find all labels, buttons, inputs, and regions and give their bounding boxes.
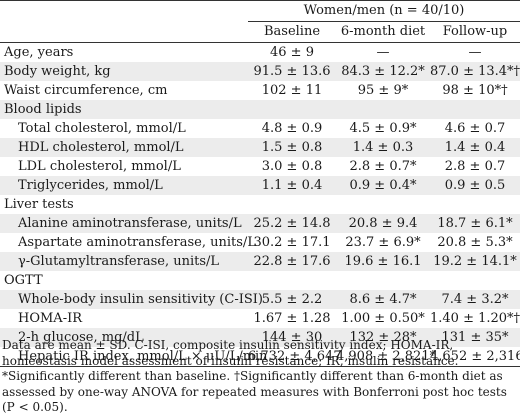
data-table: Women/men (n = 40/10) Baseline 6-month d… bbox=[0, 0, 520, 367]
table-row: Triglycerides, mmol/L 1.1 ± 0.4 0.9 ± 0.4*… bbox=[0, 176, 520, 195]
table-row: Blood lipids bbox=[0, 100, 520, 119]
row-label: Liver tests bbox=[4, 197, 74, 212]
row-value: 1.4 ± 0.3 bbox=[336, 138, 430, 157]
row-value: 0.9 ± 0.4* bbox=[336, 176, 430, 195]
table-row: Alanine aminotransferase, units/L 25.2 ± … bbox=[0, 214, 520, 233]
header-group-row: Women/men (n = 40/10) bbox=[0, 0, 520, 22]
row-label: HDL cholesterol, mmol/L bbox=[0, 138, 248, 157]
row-value: 20.8 ± 5.3* bbox=[437, 235, 513, 250]
table-row: Waist circumference, cm 102 ± 11 95 ± 9* 98… bbox=[0, 81, 520, 100]
row-value bbox=[430, 271, 520, 290]
row-label: 2-h glucose, mg/dL bbox=[0, 328, 248, 347]
row-label: Total cholesterol, mmol/L bbox=[18, 121, 186, 136]
row-value: 20.8 ± 9.4 bbox=[336, 214, 430, 233]
table-row: 2-h glucose, mg/dL 144 ± 30 132 ± 28* 131 ±… bbox=[0, 328, 520, 347]
row-value: — bbox=[376, 45, 390, 60]
row-value: 1.5 ± 0.8 bbox=[248, 138, 336, 157]
row-label: Aspartate aminotransferase, units/L bbox=[18, 235, 256, 250]
row-label: Waist circumference, cm bbox=[4, 83, 168, 98]
table-body: Age, years 46 ± 9 — — Body weight, kg 91.5 ± … bbox=[0, 43, 520, 367]
row-value: 87.0 ± 13.4*† bbox=[430, 62, 520, 81]
row-value: 2.8 ± 0.7* bbox=[349, 159, 417, 174]
row-value bbox=[430, 195, 520, 214]
table-row: Liver tests bbox=[0, 195, 520, 214]
row-value: 46 ± 9 bbox=[270, 45, 314, 60]
row-value: 25.2 ± 14.8 bbox=[248, 214, 336, 233]
row-value: 22.8 ± 17.6 bbox=[248, 252, 336, 271]
column-header-followup: Follow-up bbox=[430, 22, 520, 43]
row-label: OGTT bbox=[4, 273, 43, 288]
row-value: 4.8 ± 0.9 bbox=[261, 121, 323, 136]
table-row: γ-Glutamyltransferase, units/L 22.8 ± 17.… bbox=[0, 252, 520, 271]
row-value bbox=[336, 271, 430, 290]
table-footnote: Data are mean ± SD. C-ISI, composite ins… bbox=[2, 338, 507, 414]
row-value: 98 ± 10*† bbox=[442, 83, 508, 98]
row-label: Age, years bbox=[4, 45, 74, 60]
row-label: Whole-body insulin sensitivity (C-ISI) bbox=[0, 290, 263, 309]
row-value: 4.5 ± 0.9* bbox=[349, 121, 417, 136]
table-row: HDL cholesterol, mmol/L 1.5 ± 0.8 1.4 ± 0.… bbox=[0, 138, 520, 157]
group-header: Women/men (n = 40/10) bbox=[248, 0, 520, 22]
group-header-label: Women/men (n = 40/10) bbox=[248, 1, 520, 22]
row-label: Blood lipids bbox=[0, 100, 248, 119]
row-value: 30.2 ± 17.1 bbox=[253, 235, 331, 250]
row-value bbox=[248, 271, 336, 290]
row-value: 5.5 ± 2.2 bbox=[248, 290, 336, 309]
row-value: 6,732 ± 4,647 bbox=[248, 347, 342, 367]
table-row: Age, years 46 ± 9 — — bbox=[0, 43, 520, 63]
table-row: Total cholesterol, mmol/L 4.8 ± 0.9 4.5 ± … bbox=[0, 119, 520, 138]
table-row: LDL cholesterol, mmol/L 3.0 ± 0.8 2.8 ± 0.… bbox=[0, 157, 520, 176]
row-value: 131 ± 35* bbox=[430, 328, 520, 347]
row-value: 4,652 ± 2,316* bbox=[430, 347, 520, 367]
row-value: — bbox=[468, 45, 482, 60]
row-label: γ-Glutamyltransferase, units/L bbox=[0, 252, 248, 271]
row-value: 95 ± 9* bbox=[357, 83, 409, 98]
column-header-diet: 6-month diet bbox=[336, 22, 430, 43]
table-row: Aspartate aminotransferase, units/L 30.2 … bbox=[0, 233, 520, 252]
row-value: 1.00 ± 0.50* bbox=[341, 311, 425, 326]
row-value: 19.2 ± 14.1* bbox=[430, 252, 520, 271]
table-row: HOMA-IR 1.67 ± 1.28 1.00 ± 0.50* 1.40 ± 1.2… bbox=[0, 309, 520, 328]
row-value: 91.5 ± 13.6 bbox=[248, 62, 336, 81]
row-value: 23.7 ± 6.9* bbox=[345, 235, 421, 250]
table-row: OGTT bbox=[0, 271, 520, 290]
row-value bbox=[248, 100, 336, 119]
row-value: 1.4 ± 0.4 bbox=[430, 138, 520, 157]
row-value: 3.0 ± 0.8 bbox=[261, 159, 323, 174]
row-value: 18.7 ± 6.1* bbox=[430, 214, 520, 233]
row-value: 19.6 ± 16.1 bbox=[336, 252, 430, 271]
row-value bbox=[336, 195, 430, 214]
row-value: 8.6 ± 4.7* bbox=[336, 290, 430, 309]
row-value: 1.1 ± 0.4 bbox=[248, 176, 336, 195]
row-value bbox=[336, 100, 430, 119]
column-header-baseline: Baseline bbox=[248, 22, 336, 43]
table-row: Whole-body insulin sensitivity (C-ISI) 5.… bbox=[0, 290, 520, 309]
row-label: Body weight, kg bbox=[0, 62, 248, 81]
row-value bbox=[430, 100, 520, 119]
row-value: 4.6 ± 0.7 bbox=[444, 121, 506, 136]
row-label: Triglycerides, mmol/L bbox=[0, 176, 248, 195]
row-value: 1.40 ± 1.20*† bbox=[430, 311, 520, 326]
row-value: 1.67 ± 1.28 bbox=[253, 311, 331, 326]
row-value: 102 ± 11 bbox=[261, 83, 323, 98]
row-label: Alanine aminotransferase, units/L bbox=[0, 214, 248, 233]
row-value: 132 ± 28* bbox=[336, 328, 430, 347]
row-label: HOMA-IR bbox=[18, 311, 83, 326]
row-value: 7.4 ± 3.2* bbox=[430, 290, 520, 309]
column-header-row: Baseline 6-month diet Follow-up bbox=[0, 22, 520, 43]
row-value: 4,908 ± 2,821* bbox=[336, 347, 436, 367]
row-value: 84.3 ± 12.2* bbox=[336, 62, 430, 81]
row-value: 0.9 ± 0.5 bbox=[430, 176, 520, 195]
table-row: Body weight, kg 91.5 ± 13.6 84.3 ± 12.2* 87… bbox=[0, 62, 520, 81]
table-row: Hepatic IR index, mmol/L × μU/L/min 6,732… bbox=[0, 347, 520, 367]
row-value: 144 ± 30 bbox=[248, 328, 336, 347]
row-value bbox=[248, 195, 336, 214]
row-label: LDL cholesterol, mmol/L bbox=[18, 159, 181, 174]
row-value: 2.8 ± 0.7 bbox=[444, 159, 506, 174]
row-label: Hepatic IR index, mmol/L × μU/L/min bbox=[0, 347, 268, 367]
